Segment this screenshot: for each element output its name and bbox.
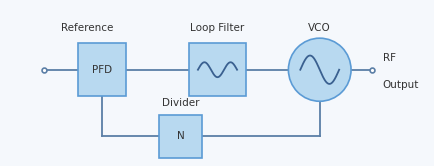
Text: RF: RF: [382, 53, 395, 63]
Text: Loop Filter: Loop Filter: [190, 23, 244, 33]
Text: VCO: VCO: [308, 23, 330, 33]
Ellipse shape: [288, 38, 350, 101]
Text: Reference: Reference: [61, 23, 113, 33]
Text: N: N: [176, 131, 184, 141]
FancyBboxPatch shape: [78, 43, 126, 96]
Text: PFD: PFD: [92, 65, 112, 75]
Text: Output: Output: [382, 80, 418, 90]
FancyBboxPatch shape: [158, 115, 202, 158]
FancyBboxPatch shape: [189, 43, 245, 96]
Text: Divider: Divider: [161, 98, 199, 108]
